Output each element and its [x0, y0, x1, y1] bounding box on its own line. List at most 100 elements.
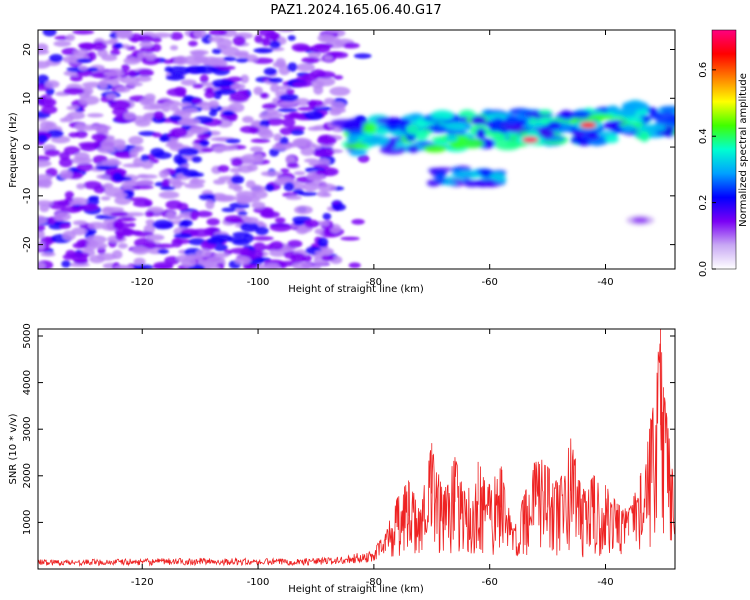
spectrogram-cell [183, 55, 205, 66]
spectrogram-cell [216, 88, 237, 95]
spectrogram-cell [307, 99, 324, 107]
spectrogram-cell [229, 218, 246, 224]
spectrogram-cell [38, 97, 57, 107]
spectrogram-cell [292, 137, 313, 148]
spectrogram-cell [173, 154, 184, 165]
spectrogram-cell [140, 154, 150, 163]
spectrogram-cell [76, 58, 93, 64]
spectrogram-cell [128, 135, 144, 145]
colorbar [712, 30, 736, 269]
spectrogram-cell [444, 122, 467, 131]
spectrogram-cell [59, 169, 73, 180]
bottom-plot-frame [37, 328, 676, 570]
spectrogram-cell [217, 65, 236, 70]
spectrogram-cell [621, 124, 637, 133]
spectrogram-cell [44, 80, 60, 89]
spectrogram-cell [38, 225, 46, 232]
spectrogram-cell [340, 236, 360, 241]
spectrogram-cell [95, 165, 112, 171]
spectrogram-cell [493, 175, 507, 183]
spectrogram-cell [304, 219, 320, 228]
spectrogram-cell [295, 76, 312, 81]
spectrogram-cell [103, 182, 114, 190]
spectrogram-cell [311, 265, 322, 269]
spectrogram-cell [240, 74, 249, 84]
spectrogram-cell [213, 243, 228, 252]
spectrogram-cell [144, 93, 156, 102]
colorbar-tick-label: 0.2 [698, 195, 709, 211]
top-x-axis-label: Height of straight line (km) [288, 284, 424, 295]
spectrogram-cell [237, 211, 248, 216]
spectrogram-cell [264, 263, 281, 269]
spectrogram-cell [193, 144, 203, 149]
spectrogram-cell [164, 66, 173, 73]
spectrogram-cell [253, 47, 274, 54]
top-x-tick-label: -80 [366, 277, 382, 288]
spectrogram-cell [54, 212, 72, 222]
spectrogram-cell [158, 191, 180, 199]
spectrogram-cell [621, 101, 649, 111]
spectrogram-cell [303, 158, 320, 163]
spectrogram-cell [196, 133, 211, 139]
spectrogram-cell [91, 41, 108, 51]
spectrogram-cell [488, 125, 503, 132]
spectrogram-cell [470, 115, 486, 125]
bottom-y-tick-label: 4000 [22, 370, 33, 395]
snr-series-line [38, 329, 675, 567]
spectrogram-cell [134, 145, 144, 153]
spectrogram-cell [68, 132, 79, 138]
spectrogram-cell [171, 237, 183, 248]
spectrogram-cell [317, 237, 329, 248]
spectrogram-cell [195, 249, 212, 258]
spectrogram-cell [91, 133, 108, 141]
spectrogram-cell [614, 108, 637, 116]
spectrogram-cell [211, 79, 234, 87]
spectrogram-cell [348, 129, 364, 136]
spectrogram-cell [314, 250, 334, 255]
spectrogram-cell [70, 157, 93, 164]
spectrogram-cell [386, 118, 411, 127]
spectrogram-cell [231, 157, 243, 167]
spectrogram-cell [59, 223, 71, 229]
spectrogram-cell [96, 253, 117, 261]
spectrogram-cell [296, 227, 309, 235]
spectrogram-cell [363, 135, 390, 146]
spectrogram-peak [522, 136, 539, 143]
spectrogram-cell [38, 179, 49, 188]
spectrogram-cell [232, 239, 250, 246]
spectrogram-cell [484, 112, 509, 122]
spectrogram-cell [132, 184, 154, 190]
spectrogram-cell [312, 148, 335, 158]
spectrogram-cell [287, 35, 296, 41]
spectrogram-cell [287, 240, 303, 248]
spectrogram-cell [211, 48, 223, 55]
spectrogram-cell [63, 114, 74, 123]
spectrogram-cell [131, 246, 150, 255]
spectrogram-cell [168, 66, 190, 76]
bottom-y-tick-label: 5000 [22, 323, 33, 348]
spectrogram-cell [209, 30, 228, 36]
spectrogram-cell [86, 235, 107, 244]
spectrogram-cell [112, 219, 124, 229]
colorbar-tick-label: 0.0 [698, 261, 709, 277]
spectrogram-cell [213, 252, 229, 258]
spectrogram-cell [442, 180, 458, 186]
spectrogram-cell [449, 167, 463, 172]
top-y-tick-label: 10 [22, 92, 33, 105]
spectrogram-cell [106, 93, 117, 100]
spectrogram-cell [547, 121, 562, 130]
spectrogram-cell [192, 83, 204, 89]
bottom-x-tick-label: -100 [247, 577, 270, 588]
spectrogram-cell [189, 126, 210, 134]
spectrogram-cell [251, 236, 274, 241]
spectrogram-cell [644, 124, 667, 133]
spectrogram-cell [426, 179, 441, 187]
spectrogram-cell [180, 219, 193, 227]
spectrogram-cell [133, 231, 154, 237]
bottom-y-tick-label: 3000 [22, 416, 33, 441]
spectrogram-cell [73, 49, 89, 56]
spectrogram-cell [310, 69, 326, 79]
spectrogram-cell [351, 218, 365, 225]
spectrogram-cell [153, 243, 176, 249]
